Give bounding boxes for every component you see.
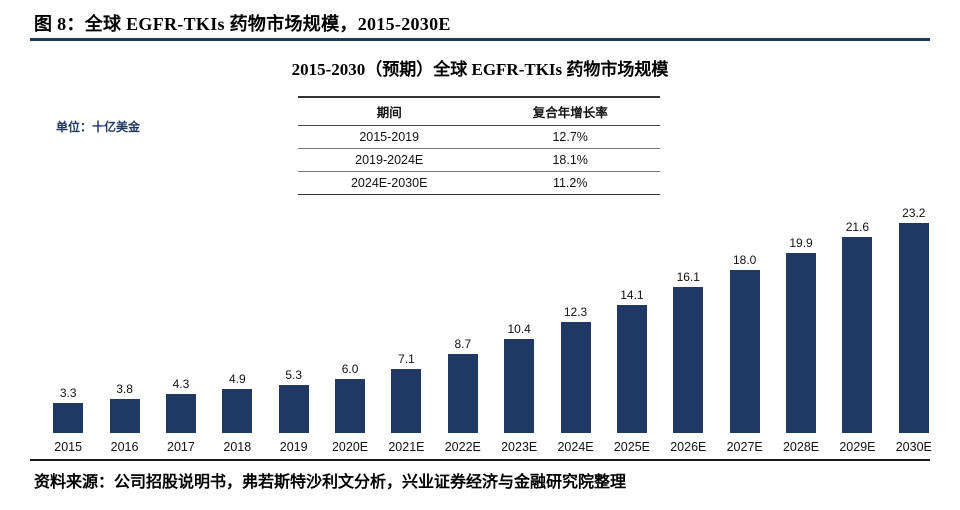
bar (278, 385, 309, 433)
bar (391, 369, 422, 433)
cagr-table-header-period: 期间 (298, 96, 481, 126)
bar (560, 322, 591, 433)
x-axis-label: 2021E (388, 440, 425, 454)
cagr-cell: 12.7% (480, 125, 660, 149)
footer-rule (30, 459, 930, 461)
bar (842, 237, 873, 433)
bar-column: 12.3 2024E (547, 198, 603, 456)
bar-column: 21.6 2029E (829, 198, 885, 456)
bar (335, 379, 366, 433)
bar (504, 339, 535, 433)
bar (616, 305, 647, 433)
x-axis-label: 2022E (444, 440, 481, 454)
bar-value-label: 4.9 (228, 372, 246, 386)
bar-value-label: 4.3 (172, 377, 190, 391)
period-cell: 2015-2019 (298, 125, 481, 149)
bar-column: 10.4 2023E (491, 198, 547, 456)
cagr-table-row: 2024E-2030E 11.2% (298, 171, 660, 195)
bar-value-label: 12.3 (563, 305, 588, 319)
bar-value-label: 3.3 (59, 386, 77, 400)
bar (898, 223, 929, 433)
x-axis-label: 2015 (54, 440, 83, 454)
x-axis-label: 2027E (726, 440, 763, 454)
bar-value-label: 3.8 (116, 382, 133, 396)
bar-value-label: 6.0 (341, 362, 359, 376)
bar-chart: 3.3 2015 3.8 2016 4.3 2017 4.9 2018 5.3 2019 6.0 20… (40, 198, 942, 456)
bar-value-label: 21.6 (845, 220, 870, 234)
bar-column: 19.9 2028E (773, 198, 829, 456)
bar-column: 4.9 2018 (209, 198, 265, 456)
bar-value-label: 10.4 (507, 322, 531, 336)
bar-value-label: 18.0 (733, 253, 757, 267)
bar-column: 7.1 2021E (378, 198, 434, 456)
x-axis-label: 2026E (670, 440, 707, 454)
bar-column: 8.7 2022E (435, 198, 491, 456)
x-axis-label: 2025E (613, 440, 651, 454)
source-text: 资料来源：公司招股说明书，弗若斯特沙利文分析，兴业证券经济与金融研究院整理 (34, 474, 627, 491)
bar-column: 3.3 2015 (40, 198, 96, 456)
x-axis-label: 2023E (501, 440, 538, 454)
x-axis-label: 2019 (279, 440, 308, 454)
cagr-table: 期间 复合年增长率 2015-2019 12.7% 2019-2024E 18.… (298, 96, 660, 195)
unit-label: 单位：十亿美金 (56, 120, 141, 134)
chart-title: 2015-2030（预期）全球 EGFR-TKIs 药物市场规模 (291, 60, 669, 79)
x-axis-label: 2016 (110, 440, 139, 454)
bar (165, 394, 196, 433)
bar-column: 4.3 2017 (153, 198, 209, 456)
x-axis-label: 2017 (167, 440, 195, 454)
bar-value-label: 16.1 (676, 270, 700, 284)
x-axis-label: 2018 (223, 440, 252, 454)
bar-value-label: 5.3 (285, 368, 303, 382)
cagr-cell: 11.2% (480, 171, 660, 195)
x-axis-label: 2030E (895, 440, 932, 454)
cagr-table-header-row: 期间 复合年增长率 (298, 96, 660, 126)
bar-value-label: 7.1 (398, 352, 415, 366)
bar (53, 403, 84, 433)
bar (109, 399, 140, 433)
bar-value-label: 14.1 (620, 288, 644, 302)
x-axis-label: 2020E (331, 440, 369, 454)
bar-column: 6.0 2020E (322, 198, 378, 456)
bar-value-label: 19.9 (789, 236, 813, 250)
bar-column: 23.2 2030E (886, 198, 942, 456)
bar (447, 354, 478, 433)
bar-value-label: 8.7 (454, 337, 472, 351)
bar (673, 287, 704, 433)
cagr-table-header-cagr: 复合年增长率 (480, 96, 660, 126)
bar (222, 389, 253, 433)
bar-column: 14.1 2025E (604, 198, 660, 456)
cagr-table-row: 2015-2019 12.7% (298, 125, 660, 149)
bar (786, 253, 817, 433)
bar-column: 18.0 2027E (717, 198, 773, 456)
figure-title: 图 8：全球 EGFR-TKIs 药物市场规模，2015-2030E (34, 14, 451, 34)
x-axis-label: 2028E (782, 440, 820, 454)
bar-column: 5.3 2019 (266, 198, 322, 456)
header-rule (30, 38, 930, 41)
x-axis-label: 2029E (839, 440, 876, 454)
cagr-cell: 18.1% (480, 148, 660, 172)
cagr-table-row: 2019-2024E 18.1% (298, 148, 660, 172)
bar-value-label: 23.2 (902, 206, 926, 220)
bar-column: 16.1 2026E (660, 198, 716, 456)
period-cell: 2019-2024E (298, 148, 481, 172)
bar (729, 270, 760, 433)
x-axis-label: 2024E (557, 440, 594, 454)
period-cell: 2024E-2030E (298, 171, 481, 195)
bar-column: 3.8 2016 (96, 198, 152, 456)
